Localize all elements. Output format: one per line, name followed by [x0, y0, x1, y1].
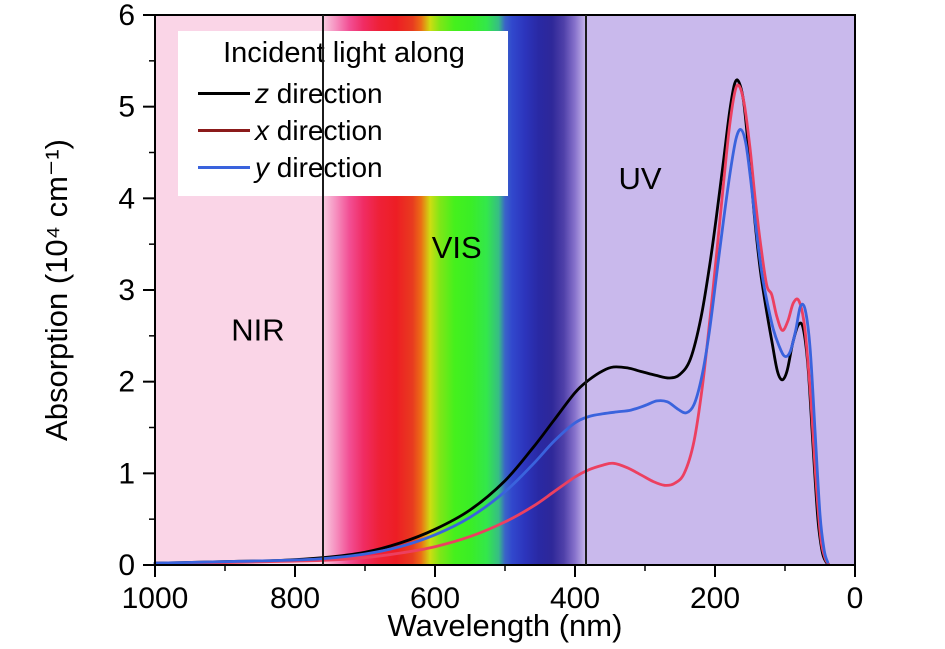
legend-line-y [198, 166, 250, 169]
region-label-nir: NIR [231, 312, 284, 347]
region-label-uv: UV [619, 161, 662, 196]
legend: Incident light along z direction x direc… [178, 31, 508, 196]
y-tick-label: 4 [118, 182, 135, 215]
y-tick-label: 2 [118, 366, 135, 399]
legend-entry-z: z direction [190, 75, 498, 112]
x-tick-label: 800 [270, 582, 320, 615]
vis-uv-boundary-line [584, 15, 587, 565]
legend-line-x [198, 129, 250, 132]
x-tick-label: 400 [550, 582, 600, 615]
x-axis-title: Wavelength (nm) [387, 608, 623, 643]
nir-vis-boundary-line [322, 15, 324, 565]
x-tick-label: 600 [410, 582, 460, 615]
curve-y [153, 128, 830, 565]
legend-entry-y: y direction [190, 149, 498, 186]
legend-title: Incident light along [223, 37, 465, 69]
legend-line-z [198, 92, 250, 95]
x-tick-label: 0 [847, 582, 864, 615]
legend-word-z: direction [269, 77, 383, 109]
legend-entry-x: x direction [190, 112, 498, 149]
legend-label-x: x direction [255, 115, 383, 147]
legend-var-x: x [255, 114, 269, 146]
legend-word-x: direction [269, 114, 383, 146]
legend-var-y: y [255, 151, 269, 183]
y-tick-label: 5 [118, 91, 135, 124]
legend-word-y: direction [269, 151, 383, 183]
legend-var-z: z [255, 77, 269, 109]
y-axis-title: Absorption (10⁴ cm⁻¹) [39, 139, 74, 441]
legend-label-y: y direction [255, 152, 383, 184]
region-label-vis: VIS [432, 230, 482, 265]
y-tick-label: 0 [118, 549, 135, 582]
y-tick-label: 6 [118, 0, 135, 32]
region-uv [585, 15, 855, 565]
y-tick-label: 1 [118, 457, 135, 490]
x-tick-label: 1000 [122, 582, 189, 615]
x-tick-label: 200 [690, 582, 740, 615]
y-tick-label: 3 [118, 274, 135, 307]
legend-label-z: z direction [255, 78, 383, 110]
